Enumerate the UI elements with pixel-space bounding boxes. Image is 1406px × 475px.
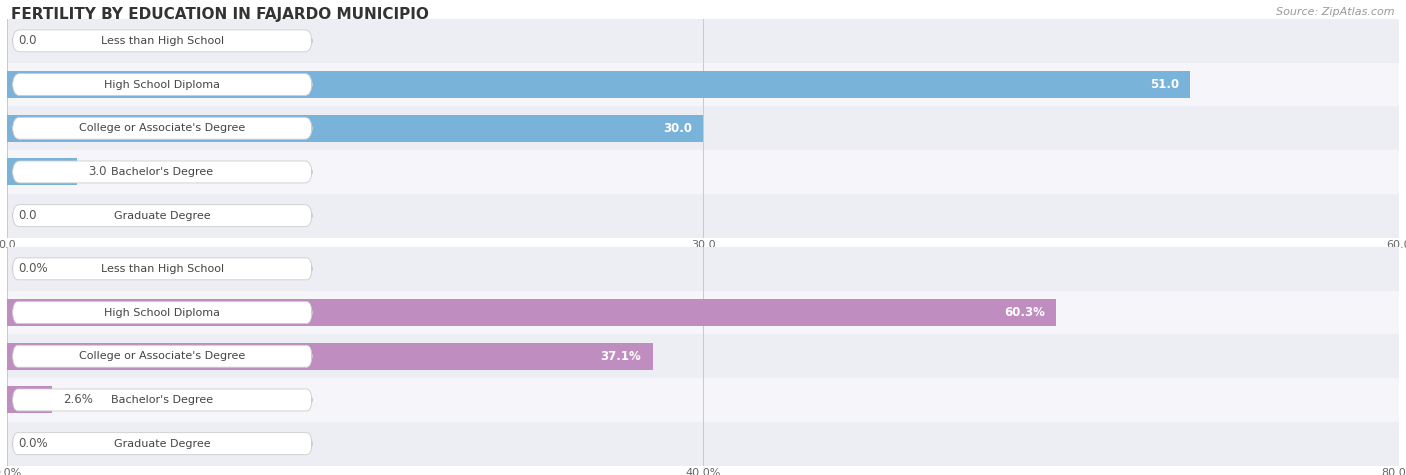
FancyBboxPatch shape <box>13 117 312 139</box>
Text: College or Associate's Degree: College or Associate's Degree <box>79 351 246 361</box>
Bar <box>7 299 1056 326</box>
Text: High School Diploma: High School Diploma <box>104 307 221 318</box>
FancyBboxPatch shape <box>13 389 312 411</box>
Bar <box>7 194 1399 238</box>
Bar <box>7 114 703 142</box>
Text: 0.0%: 0.0% <box>18 437 48 450</box>
Bar <box>7 422 1399 466</box>
Text: 51.0: 51.0 <box>1150 78 1180 91</box>
Text: Graduate Degree: Graduate Degree <box>114 438 211 449</box>
Text: FERTILITY BY EDUCATION IN FAJARDO MUNICIPIO: FERTILITY BY EDUCATION IN FAJARDO MUNICI… <box>11 7 429 22</box>
Text: 2.6%: 2.6% <box>63 393 93 407</box>
FancyBboxPatch shape <box>13 302 312 323</box>
Bar <box>7 106 1399 150</box>
FancyBboxPatch shape <box>13 74 312 95</box>
Text: College or Associate's Degree: College or Associate's Degree <box>79 123 246 133</box>
Text: 3.0: 3.0 <box>87 165 107 179</box>
Text: High School Diploma: High School Diploma <box>104 79 221 90</box>
Text: 0.0: 0.0 <box>18 34 37 48</box>
FancyBboxPatch shape <box>13 30 312 52</box>
FancyBboxPatch shape <box>13 345 312 367</box>
Bar <box>7 71 1191 98</box>
Bar <box>7 247 1399 291</box>
FancyBboxPatch shape <box>13 433 312 455</box>
Bar <box>7 334 1399 378</box>
Bar <box>7 19 1399 63</box>
Text: 0.0%: 0.0% <box>18 262 48 276</box>
Bar <box>7 386 52 414</box>
Bar <box>7 158 77 186</box>
Text: 0.0: 0.0 <box>18 209 37 222</box>
Text: Less than High School: Less than High School <box>101 36 224 46</box>
Bar <box>7 150 1399 194</box>
Bar <box>7 291 1399 334</box>
Text: Bachelor's Degree: Bachelor's Degree <box>111 167 214 177</box>
Text: 60.3%: 60.3% <box>1004 306 1045 319</box>
FancyBboxPatch shape <box>13 161 312 183</box>
Text: Graduate Degree: Graduate Degree <box>114 210 211 221</box>
Bar <box>7 378 1399 422</box>
Bar <box>7 342 652 370</box>
FancyBboxPatch shape <box>13 258 312 280</box>
Text: 30.0: 30.0 <box>662 122 692 135</box>
Text: Source: ZipAtlas.com: Source: ZipAtlas.com <box>1277 7 1395 17</box>
Text: Bachelor's Degree: Bachelor's Degree <box>111 395 214 405</box>
Text: Less than High School: Less than High School <box>101 264 224 274</box>
FancyBboxPatch shape <box>13 205 312 227</box>
Text: 37.1%: 37.1% <box>600 350 641 363</box>
Bar <box>7 63 1399 106</box>
